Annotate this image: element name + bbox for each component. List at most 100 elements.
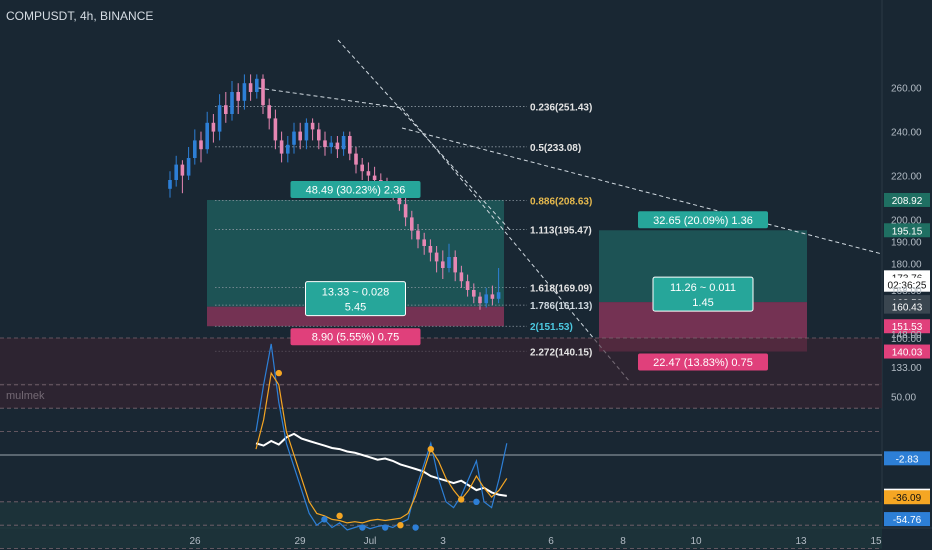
candle-body xyxy=(372,175,377,180)
target-label: 32.65 (20.09%) 1.36 xyxy=(653,215,753,227)
trend-line-fan xyxy=(401,127,883,255)
fib-level-label: 1.618(169.09) xyxy=(530,284,592,295)
candle-body xyxy=(397,193,402,205)
osc-value-tag: -54.76 xyxy=(893,515,922,526)
x-tick-label: 26 xyxy=(189,536,201,547)
candle-body xyxy=(403,204,408,218)
candle-body xyxy=(341,136,346,150)
osc-marker xyxy=(412,524,419,531)
center-label-box xyxy=(652,276,754,312)
candle-body xyxy=(310,122,315,130)
x-tick-label: 6 xyxy=(548,536,554,547)
candle-body xyxy=(323,140,327,147)
candle-body xyxy=(255,78,259,92)
candle-body xyxy=(298,131,302,141)
stop-label: 8.90 (5.55%) 0.75 xyxy=(312,332,399,344)
x-tick-label: 3 xyxy=(440,536,446,547)
target-label: 48.49 (30.23%) 2.36 xyxy=(306,184,406,196)
price-tag-box xyxy=(884,192,930,207)
candle-body xyxy=(248,83,253,92)
candle-body xyxy=(478,296,482,304)
osc-value-tag: -36.09 xyxy=(893,493,922,504)
candle-body xyxy=(211,122,216,132)
center-label-box xyxy=(305,281,406,317)
x-tick-label: 13 xyxy=(795,536,807,547)
price-tag: 195.15 xyxy=(892,226,923,237)
candle-body xyxy=(410,217,414,231)
candle-body xyxy=(168,180,172,189)
osc-y-tick: 100.00 xyxy=(891,334,922,345)
x-tick-label: 15 xyxy=(870,536,882,547)
fib-level-label: 0.5(233.08) xyxy=(530,143,581,154)
candle-body xyxy=(236,92,240,101)
price-tag-box xyxy=(884,223,930,238)
y-tick-label: 133.00 xyxy=(891,363,922,374)
candle-body xyxy=(180,164,185,176)
candle-body xyxy=(441,261,445,268)
osc-marker xyxy=(397,522,404,529)
center-label-line2: 1.45 xyxy=(692,297,713,309)
candle-body xyxy=(496,292,501,299)
x-tick-label: Jul xyxy=(364,536,377,547)
candle-body xyxy=(354,153,358,165)
fib-level-label: 0.886(208.63) xyxy=(530,197,592,208)
candle-body xyxy=(465,281,470,290)
trend-line-down xyxy=(401,107,631,383)
y-tick-label: 180.00 xyxy=(891,260,922,271)
candle-body xyxy=(459,272,464,282)
osc-marker xyxy=(275,369,282,377)
osc-marker xyxy=(427,445,434,453)
candle-body xyxy=(335,142,340,150)
candle-body xyxy=(230,92,234,114)
candle-body xyxy=(286,144,290,154)
trend-line-channel xyxy=(337,39,511,231)
candle-body xyxy=(267,105,271,119)
overbought-band xyxy=(0,338,882,409)
target-label-box xyxy=(638,211,768,229)
price-tag-box xyxy=(884,299,930,314)
trend-line-upper xyxy=(257,87,403,109)
candle-body xyxy=(193,140,197,158)
x-tick-label: 8 xyxy=(620,536,626,547)
osc-marker xyxy=(359,524,366,531)
price-tag: 140.03 xyxy=(892,348,923,359)
y-tick-label: 240.00 xyxy=(891,128,922,139)
candle-body xyxy=(366,171,371,176)
osc-value-tag: -2.83 xyxy=(896,454,919,465)
osc-value-tag-box xyxy=(884,512,930,527)
osc-marker xyxy=(321,516,328,523)
candle-body xyxy=(447,257,451,268)
fib-level-label: 2.272(140.15) xyxy=(530,347,592,358)
price-tag: 160.43 xyxy=(892,303,923,314)
y-tick-label: 220.00 xyxy=(891,172,922,183)
candle-body xyxy=(317,129,321,141)
fib-level-label: 0.236(251.43) xyxy=(530,102,592,113)
osc-marker xyxy=(473,498,480,505)
y-tick-label: 168.00 xyxy=(891,286,922,297)
candle-body xyxy=(174,164,178,180)
candle-body xyxy=(360,164,364,172)
candle-body xyxy=(348,136,352,154)
candle-body xyxy=(279,140,284,154)
osc-series-line xyxy=(255,343,508,531)
candle-body xyxy=(217,105,222,132)
candle-body xyxy=(434,252,439,262)
y-tick-label: 148.00 xyxy=(891,330,922,341)
price-tag: 208.92 xyxy=(892,196,923,207)
fib-level-label: 2(151.53) xyxy=(530,322,573,333)
candle-body xyxy=(261,78,265,106)
osc-marker xyxy=(382,524,389,531)
candle-body xyxy=(242,83,247,101)
candle-body xyxy=(205,122,209,150)
fib-level-label: 1.113(195.47) xyxy=(530,226,592,237)
candle-body xyxy=(199,140,203,150)
target-label-box xyxy=(290,180,421,198)
price-tag: 02:36:25 xyxy=(888,281,927,292)
candle-body xyxy=(416,230,420,240)
candle-body xyxy=(422,239,426,246)
candle-body xyxy=(304,122,309,141)
y-tick-label: 260.00 xyxy=(891,84,922,95)
x-tick-label: 29 xyxy=(294,536,306,547)
osc-value-tag-box xyxy=(884,490,930,505)
